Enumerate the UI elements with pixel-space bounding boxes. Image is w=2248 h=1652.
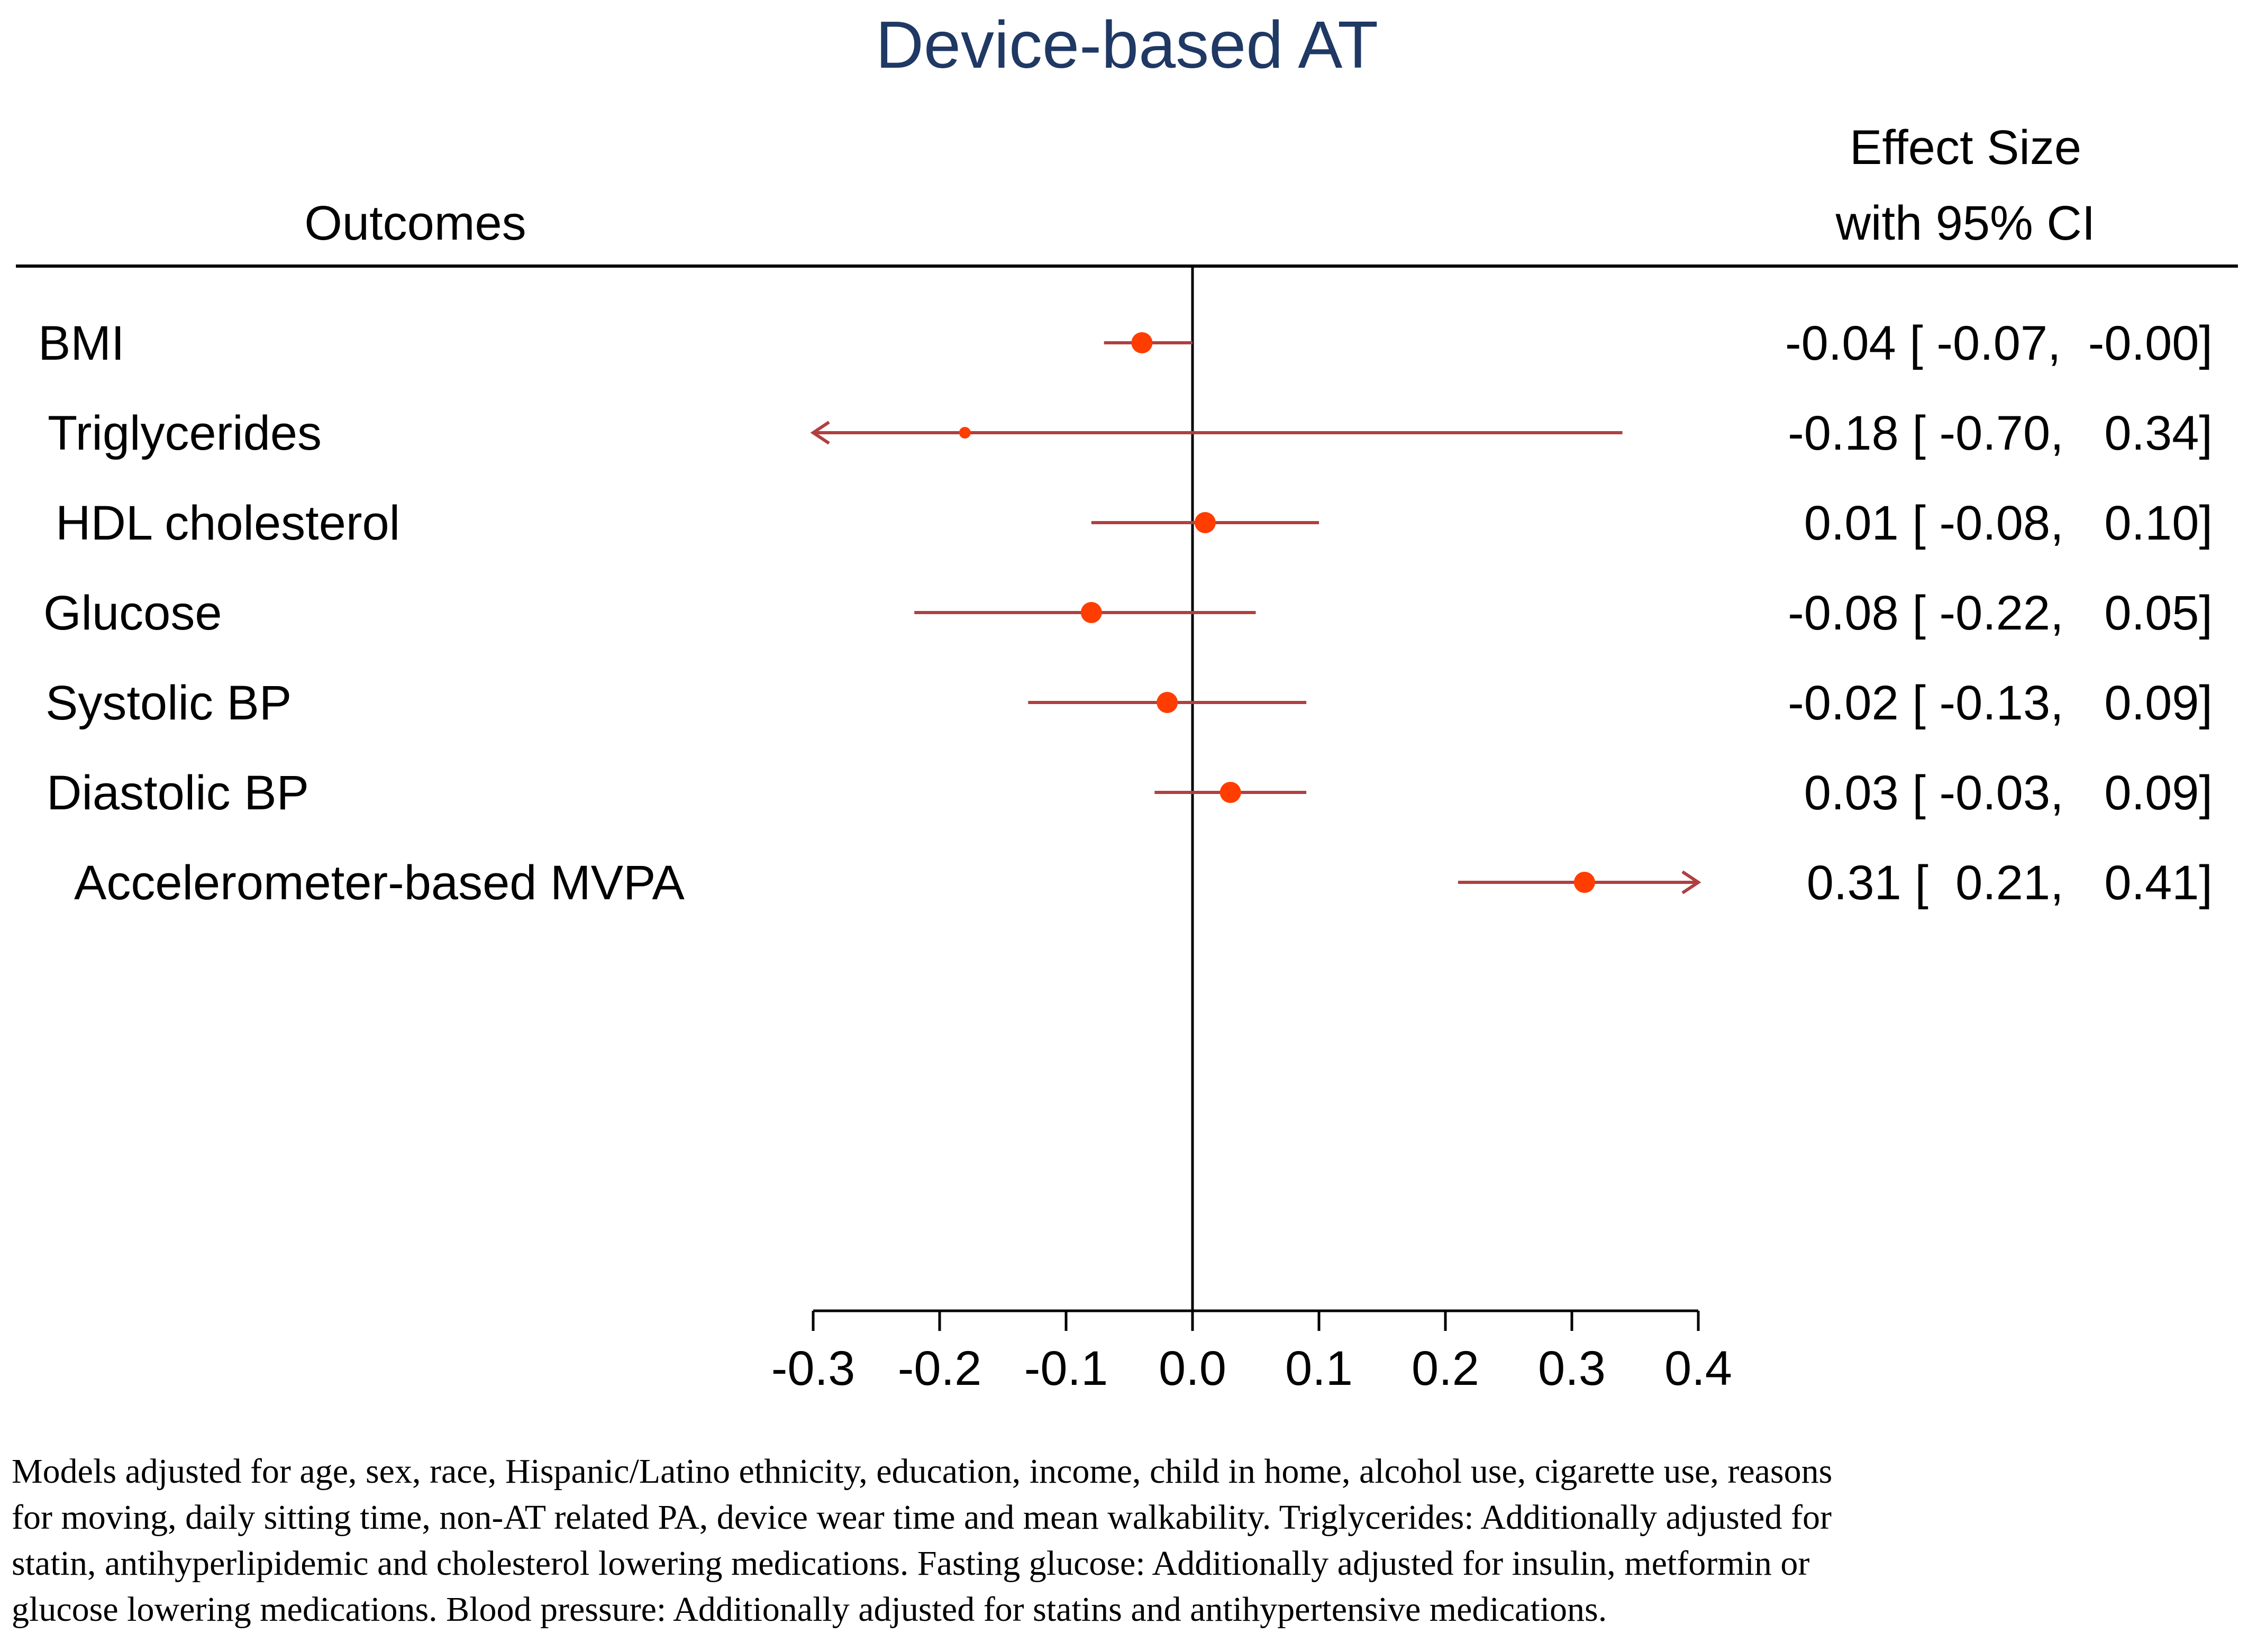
x-tick-label: 0.2 — [1412, 1341, 1479, 1395]
outcome-label: Systolic BP — [45, 676, 292, 730]
point-estimate — [1157, 692, 1178, 713]
x-tick-label: 0.3 — [1538, 1341, 1606, 1395]
outcome-label: Accelerometer-based MVPA — [74, 856, 685, 910]
x-tick-label: 0.0 — [1159, 1341, 1226, 1395]
effect-size-label: 0.01 [ -0.08, 0.10] — [1804, 496, 2213, 550]
outcome-label: HDL cholesterol — [56, 496, 400, 550]
footnote: Models adjusted for age, sex, race, Hisp… — [12, 1448, 2234, 1632]
outcome-label: Triglycerides — [48, 406, 322, 460]
point-estimate — [1573, 872, 1595, 893]
plot-layer: BMI -0.04 [ -0.07, -0.00] Triglycerides -0.… — [38, 266, 2213, 1395]
x-tick-label: 0.1 — [1285, 1341, 1353, 1395]
point-estimate — [1194, 512, 1216, 533]
outcome-label: Glucose — [43, 586, 222, 640]
x-tick-label: -0.2 — [898, 1341, 982, 1395]
right-header-line-2: with 95% CI — [1835, 196, 2096, 250]
outcome-label: BMI — [38, 316, 125, 370]
effect-size-label: -0.18 [ -0.70, 0.34] — [1788, 406, 2213, 460]
x-tick-label: -0.1 — [1024, 1341, 1108, 1395]
effect-size-label: 0.31 [ 0.21, 0.41] — [1807, 856, 2213, 910]
effect-size-label: -0.04 [ -0.07, -0.00] — [1785, 316, 2213, 370]
outcome-label: Diastolic BP — [47, 766, 309, 820]
effect-size-label: -0.08 [ -0.22, 0.05] — [1788, 586, 2213, 640]
chart-title: Device-based AT — [876, 7, 1378, 82]
point-estimate — [1219, 782, 1241, 803]
right-header-line-1: Effect Size — [1850, 121, 2081, 175]
ci-arrow-right — [1681, 870, 1701, 895]
forest-plot: Device-based AT Effect Size with 95% CI … — [16, 7, 2238, 1395]
effect-size-label: 0.03 [ -0.03, 0.09] — [1804, 766, 2213, 820]
footnote-line-1: Models adjusted for age, sex, race, Hisp… — [12, 1452, 1833, 1491]
left-header: Outcomes — [304, 196, 526, 250]
footnote-line-2: for moving, daily sitting time, non-AT r… — [12, 1498, 1832, 1537]
point-estimate — [1080, 602, 1102, 623]
effect-size-label: -0.02 [ -0.13, 0.09] — [1788, 676, 2213, 730]
point-estimate — [1131, 332, 1153, 353]
ci-arrow-left — [810, 421, 830, 445]
x-tick-label: 0.4 — [1664, 1341, 1732, 1395]
footnote-line-4: glucose lowering medications. Blood pres… — [12, 1590, 1607, 1629]
x-tick-label: -0.3 — [771, 1341, 855, 1395]
point-estimate — [959, 427, 971, 439]
footnote-line-3: statin, antihyperlipidemic and cholester… — [12, 1544, 1810, 1583]
